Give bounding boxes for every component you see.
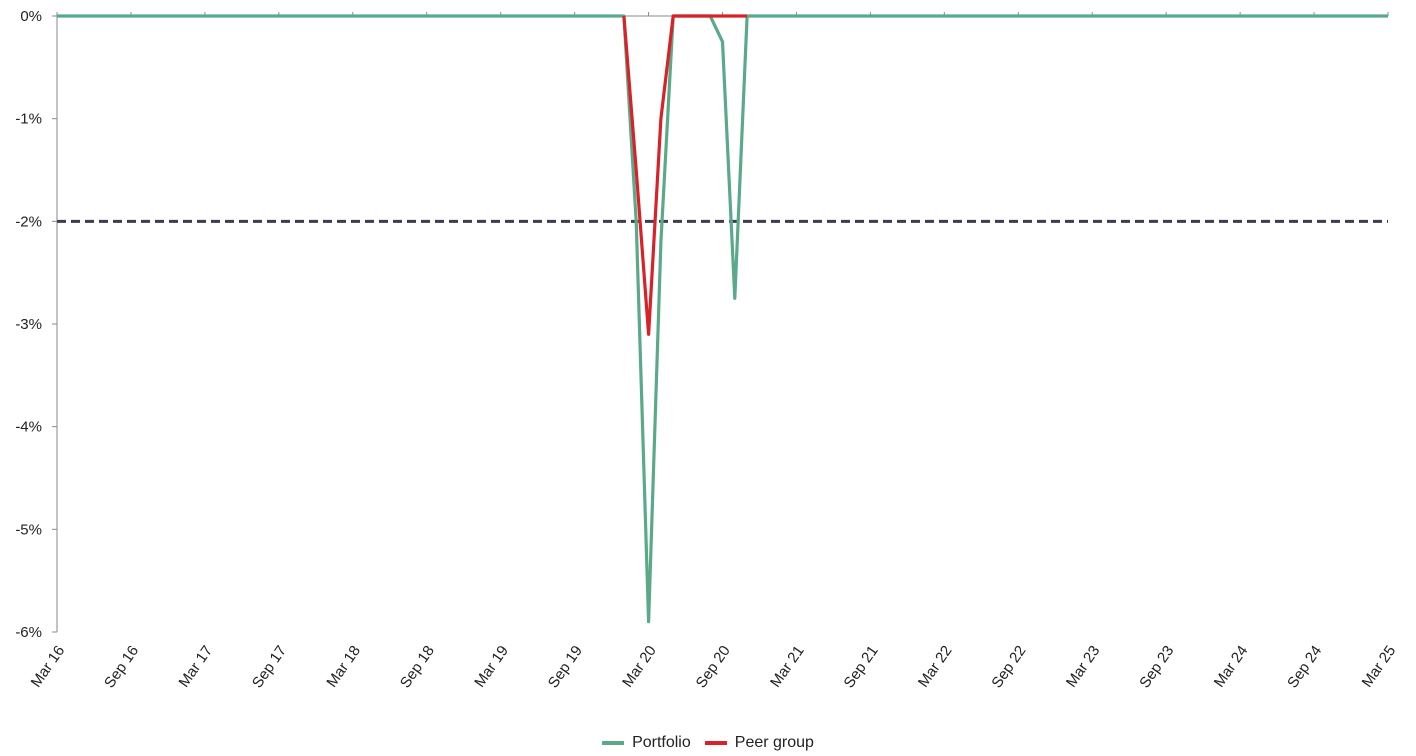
legend-item-peer-group: Peer group — [704, 734, 814, 752]
y-tick-label: -1% — [15, 111, 42, 128]
x-tick-label: Mar 16 — [28, 643, 69, 691]
legend-item-portfolio: Portfolio — [602, 734, 691, 752]
y-tick-label: -4% — [15, 419, 42, 436]
x-tick-label: Sep 22 — [988, 643, 1029, 692]
legend-label-peer-group: Peer group — [734, 734, 814, 751]
x-tick-label: Mar 17 — [175, 643, 216, 691]
series-group — [57, 14, 1388, 624]
y-tick-label: -6% — [15, 624, 42, 641]
x-tick-label: Sep 19 — [545, 643, 586, 692]
y-tick-label: -3% — [15, 316, 42, 333]
x-tick-label: Mar 22 — [915, 643, 956, 691]
chart-legend: Portfolio Peer group — [0, 734, 1416, 752]
series-line-peer-group — [622, 14, 748, 336]
x-tick-label: Sep 20 — [693, 643, 734, 692]
x-tick-label: Mar 20 — [619, 643, 660, 691]
legend-swatch-peer-group — [704, 741, 727, 745]
y-tick-label: -5% — [15, 521, 42, 538]
drawdown-chart: 0% -1% -2% -3% -4% -5% -6% Mar 16 Sep 16 Mar 17 S… — [15, 8, 1400, 692]
x-tick-label: Mar 25 — [1359, 643, 1400, 691]
x-tick-label: Mar 24 — [1211, 643, 1252, 691]
x-tick-label: Mar 18 — [323, 643, 364, 691]
series-line-portfolio — [57, 14, 1388, 624]
legend-swatch-portfolio — [602, 741, 625, 745]
x-tick-label: Sep 21 — [840, 643, 881, 692]
x-tick-label: Mar 21 — [767, 643, 808, 691]
y-tick-label: 0% — [20, 8, 42, 25]
y-axis: 0% -1% -2% -3% -4% -5% -6% — [15, 8, 58, 641]
y-tick-label: -2% — [15, 213, 42, 230]
x-tick-label: Sep 24 — [1284, 643, 1325, 692]
x-axis: Mar 16 Sep 16 Mar 17 Sep 17 Mar 18 Sep 18 Mar … — [28, 12, 1400, 692]
legend-label-portfolio: Portfolio — [632, 734, 691, 751]
x-tick-label: Sep 23 — [1136, 643, 1177, 692]
x-tick-label: Sep 18 — [397, 643, 438, 692]
x-tick-label: Sep 16 — [101, 643, 142, 692]
x-tick-label: Mar 19 — [471, 643, 512, 691]
x-tick-label: Mar 23 — [1063, 643, 1104, 691]
x-tick-label: Sep 17 — [249, 643, 290, 692]
